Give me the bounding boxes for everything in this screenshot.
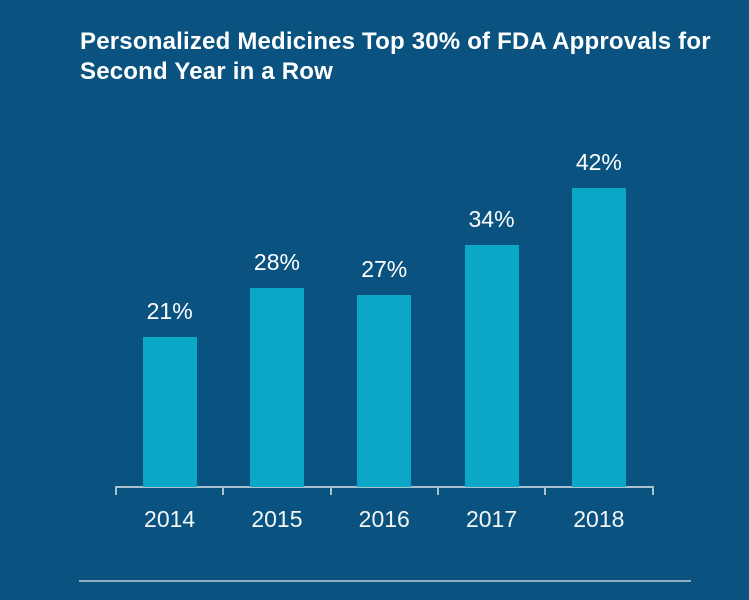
bar-2017 [464, 245, 519, 487]
bar-2016 [357, 295, 412, 487]
year-label-2016: 2016 [358, 506, 410, 532]
x-axis-tick [115, 486, 117, 495]
x-axis-tick [436, 486, 439, 495]
value-label-2018: 42% [575, 149, 622, 175]
value-label-2014: 21% [146, 298, 193, 324]
value-label-2015: 28% [253, 249, 300, 275]
chart-title: Personalized Medicines Top 30% of FDA Ap… [80, 27, 720, 87]
bar-2015 [249, 288, 304, 487]
value-label-2016: 27% [361, 256, 408, 282]
year-label-2015: 2015 [251, 506, 303, 532]
x-axis-tick [544, 486, 547, 495]
x-axis-tick [222, 486, 225, 495]
x-axis-tick [329, 486, 332, 495]
chart-title-line2: Second Year in a Row [80, 58, 333, 85]
chart-title-line1: Personalized Medicines Top 30% of FDA Ap… [80, 28, 711, 55]
bar-2018 [571, 188, 626, 487]
bottom-divider [79, 580, 691, 582]
x-axis-line [115, 486, 654, 488]
year-label-2014: 2014 [144, 506, 196, 532]
year-label-2018: 2018 [573, 506, 625, 532]
value-label-2017: 34% [468, 206, 515, 232]
bar-2014 [142, 337, 197, 487]
year-label-2017: 2017 [465, 506, 518, 532]
x-axis-tick [651, 486, 654, 495]
